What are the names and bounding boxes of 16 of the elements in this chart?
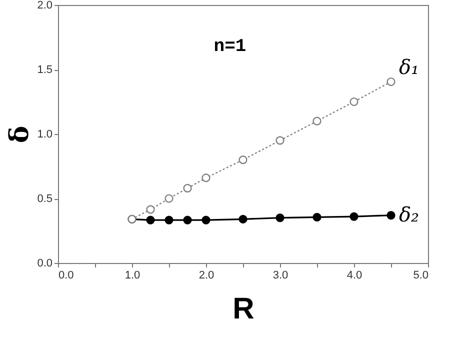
x-axis-title: R <box>232 292 255 326</box>
x-tick-label: 0.0 <box>58 270 74 282</box>
x-tick-label: 1.0 <box>124 270 140 282</box>
series-label: δ₂ <box>399 202 420 226</box>
y-axis-title: δ <box>5 126 36 144</box>
y-tick-label: 1.5 <box>37 64 52 76</box>
y-tick-label: 0.5 <box>37 193 52 205</box>
y-tick-label: 2.0 <box>37 0 52 12</box>
x-tick-label: 2.0 <box>198 270 214 282</box>
series-label: δ₁ <box>399 54 420 79</box>
annotation: n=1 <box>214 37 246 57</box>
x-tick-label: 5.0 <box>413 270 428 282</box>
x-tick-label: 3.0 <box>272 270 288 282</box>
x-tick-label: 4.0 <box>346 270 362 282</box>
y-tick-label: 0.0 <box>37 258 52 270</box>
y-tick-label: 1.0 <box>37 128 52 140</box>
